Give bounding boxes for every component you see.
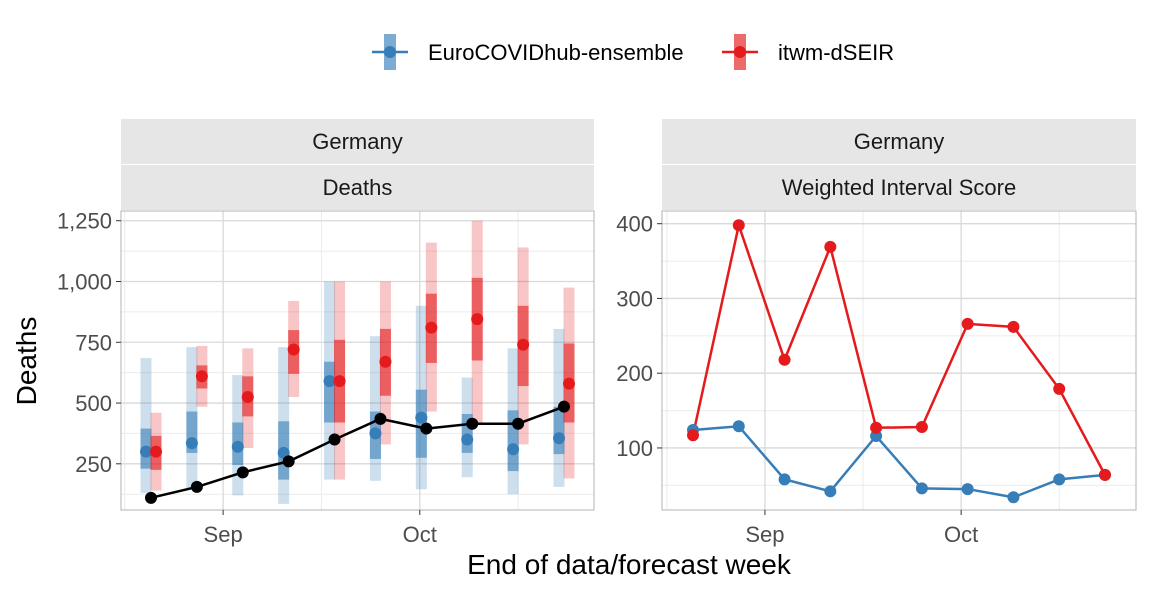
y-tick-label: 200: [616, 361, 653, 386]
strip-bottom-right: [662, 165, 1136, 210]
y-tick-label: 1,000: [57, 269, 112, 294]
interval-inner-eurocovidhub-ensemble: [461, 413, 473, 453]
y-tick-label: 750: [75, 330, 112, 355]
wis-point-itwm-dseir: [915, 421, 928, 434]
median-point-itwm-dseir: [379, 355, 392, 368]
wis-point-itwm-dseir: [687, 429, 699, 442]
median-point-itwm-dseir: [150, 445, 162, 458]
observed-point: [558, 400, 570, 413]
y-tick-label: 1,250: [57, 209, 112, 234]
median-point-eurocovidhub-ensemble: [185, 437, 198, 450]
y-tick-label: 300: [616, 286, 653, 311]
legend-label-itwm: itwm-dSEIR: [778, 40, 894, 65]
wis-point-eurocovidhub-ensemble: [1007, 491, 1020, 504]
wis-point-eurocovidhub-ensemble: [915, 482, 928, 495]
median-point-itwm-dseir: [333, 375, 346, 388]
y-tick-label: 250: [75, 452, 112, 477]
interval-inner-eurocovidhub-ensemble: [186, 411, 198, 453]
median-point-itwm-dseir: [471, 313, 484, 326]
observed-point: [236, 466, 249, 479]
wis-line-eurocovidhub-ensemble: [692, 424, 1106, 499]
legend: EuroCOVIDhub-ensemble itwm-dSEIR: [372, 34, 894, 70]
observed-point: [374, 412, 387, 425]
legend-key-itwm: [722, 34, 758, 70]
strip-target-right: Weighted Interval Score: [782, 175, 1016, 200]
strip-top-left: [121, 119, 594, 164]
observed-point: [328, 433, 341, 446]
observed-point: [145, 491, 157, 504]
panel-border-right: [661, 210, 1137, 511]
panel-border-left: [120, 210, 595, 511]
wis-point-itwm-dseir: [1053, 382, 1066, 395]
strip-country-left: Germany: [312, 129, 402, 154]
observed-point: [466, 417, 479, 430]
y-tick-label: 400: [616, 212, 653, 237]
wis-point-eurocovidhub-ensemble: [870, 429, 883, 442]
wis-point-itwm-dseir: [961, 317, 974, 330]
interval-inner-eurocovidhub-ensemble: [553, 406, 565, 455]
observed-point: [512, 417, 525, 430]
median-point-eurocovidhub-ensemble: [369, 427, 382, 440]
median-point-eurocovidhub-ensemble: [507, 443, 520, 456]
wis-point-eurocovidhub-ensemble: [778, 473, 791, 486]
strip-bottom-left: [121, 165, 594, 210]
median-point-eurocovidhub-ensemble: [415, 411, 428, 424]
median-point-eurocovidhub-ensemble: [140, 445, 152, 458]
x-axis-title: End of data/forecast week: [467, 549, 792, 580]
legend-key-ensemble: [372, 34, 408, 70]
interval-inner-eurocovidhub-ensemble: [324, 361, 336, 423]
wis-point-eurocovidhub-ensemble: [1053, 473, 1066, 486]
strip-top-right: [662, 119, 1136, 164]
panel-deaths: Germany Deaths 250 500 750 1,000 1,250 Sep Oc…: [57, 119, 595, 547]
x-tick-label-right: Sep: [745, 522, 784, 547]
wis-point-itwm-dseir: [1007, 320, 1020, 333]
median-point-itwm-dseir: [241, 390, 254, 403]
median-point-itwm-dseir: [287, 343, 300, 356]
wis-point-eurocovidhub-ensemble: [961, 483, 974, 496]
median-point-eurocovidhub-ensemble: [231, 440, 244, 453]
median-point-eurocovidhub-ensemble: [553, 432, 565, 445]
wis-point-eurocovidhub-ensemble: [732, 420, 745, 433]
strip-country-right: Germany: [854, 129, 944, 154]
median-point-eurocovidhub-ensemble: [323, 375, 336, 388]
y-axis-title: Deaths: [11, 317, 42, 406]
observed-point: [282, 455, 295, 468]
median-point-itwm-dseir: [517, 338, 530, 351]
observed-line: [150, 405, 565, 500]
median-point-itwm-dseir: [425, 321, 438, 334]
wis-point-itwm-dseir: [824, 240, 837, 253]
wis-point-eurocovidhub-ensemble: [824, 485, 837, 498]
observed-point: [190, 480, 203, 493]
interval-outer-eurocovidhub-ensemble: [369, 336, 381, 481]
strip-target-left: Deaths: [323, 175, 393, 200]
median-point-itwm-dseir: [563, 377, 575, 390]
interval-outer-eurocovidhub-ensemble: [140, 358, 152, 493]
x-tick-label-right: Oct: [944, 522, 978, 547]
wis-point-itwm-dseir: [778, 353, 791, 366]
panel-wis: Germany Weighted Interval Score 100 200 30…: [616, 119, 1137, 547]
median-point-eurocovidhub-ensemble: [461, 433, 474, 446]
wis-point-itwm-dseir: [1099, 468, 1111, 481]
wis-point-itwm-dseir: [732, 219, 745, 232]
wis-point-itwm-dseir: [870, 421, 883, 434]
x-tick-label-left: Sep: [204, 522, 243, 547]
y-tick-label: 500: [75, 391, 112, 416]
interval-inner-eurocovidhub-ensemble: [507, 410, 519, 472]
wis-line-itwm-dseir: [691, 220, 1107, 476]
observed-point: [420, 422, 433, 435]
y-tick-label: 100: [616, 436, 653, 461]
median-point-itwm-dseir: [195, 370, 208, 383]
legend-label-ensemble: EuroCOVIDhub-ensemble: [428, 40, 684, 65]
x-tick-label-left: Oct: [403, 522, 437, 547]
interval-inner-eurocovidhub-ensemble: [415, 389, 427, 458]
